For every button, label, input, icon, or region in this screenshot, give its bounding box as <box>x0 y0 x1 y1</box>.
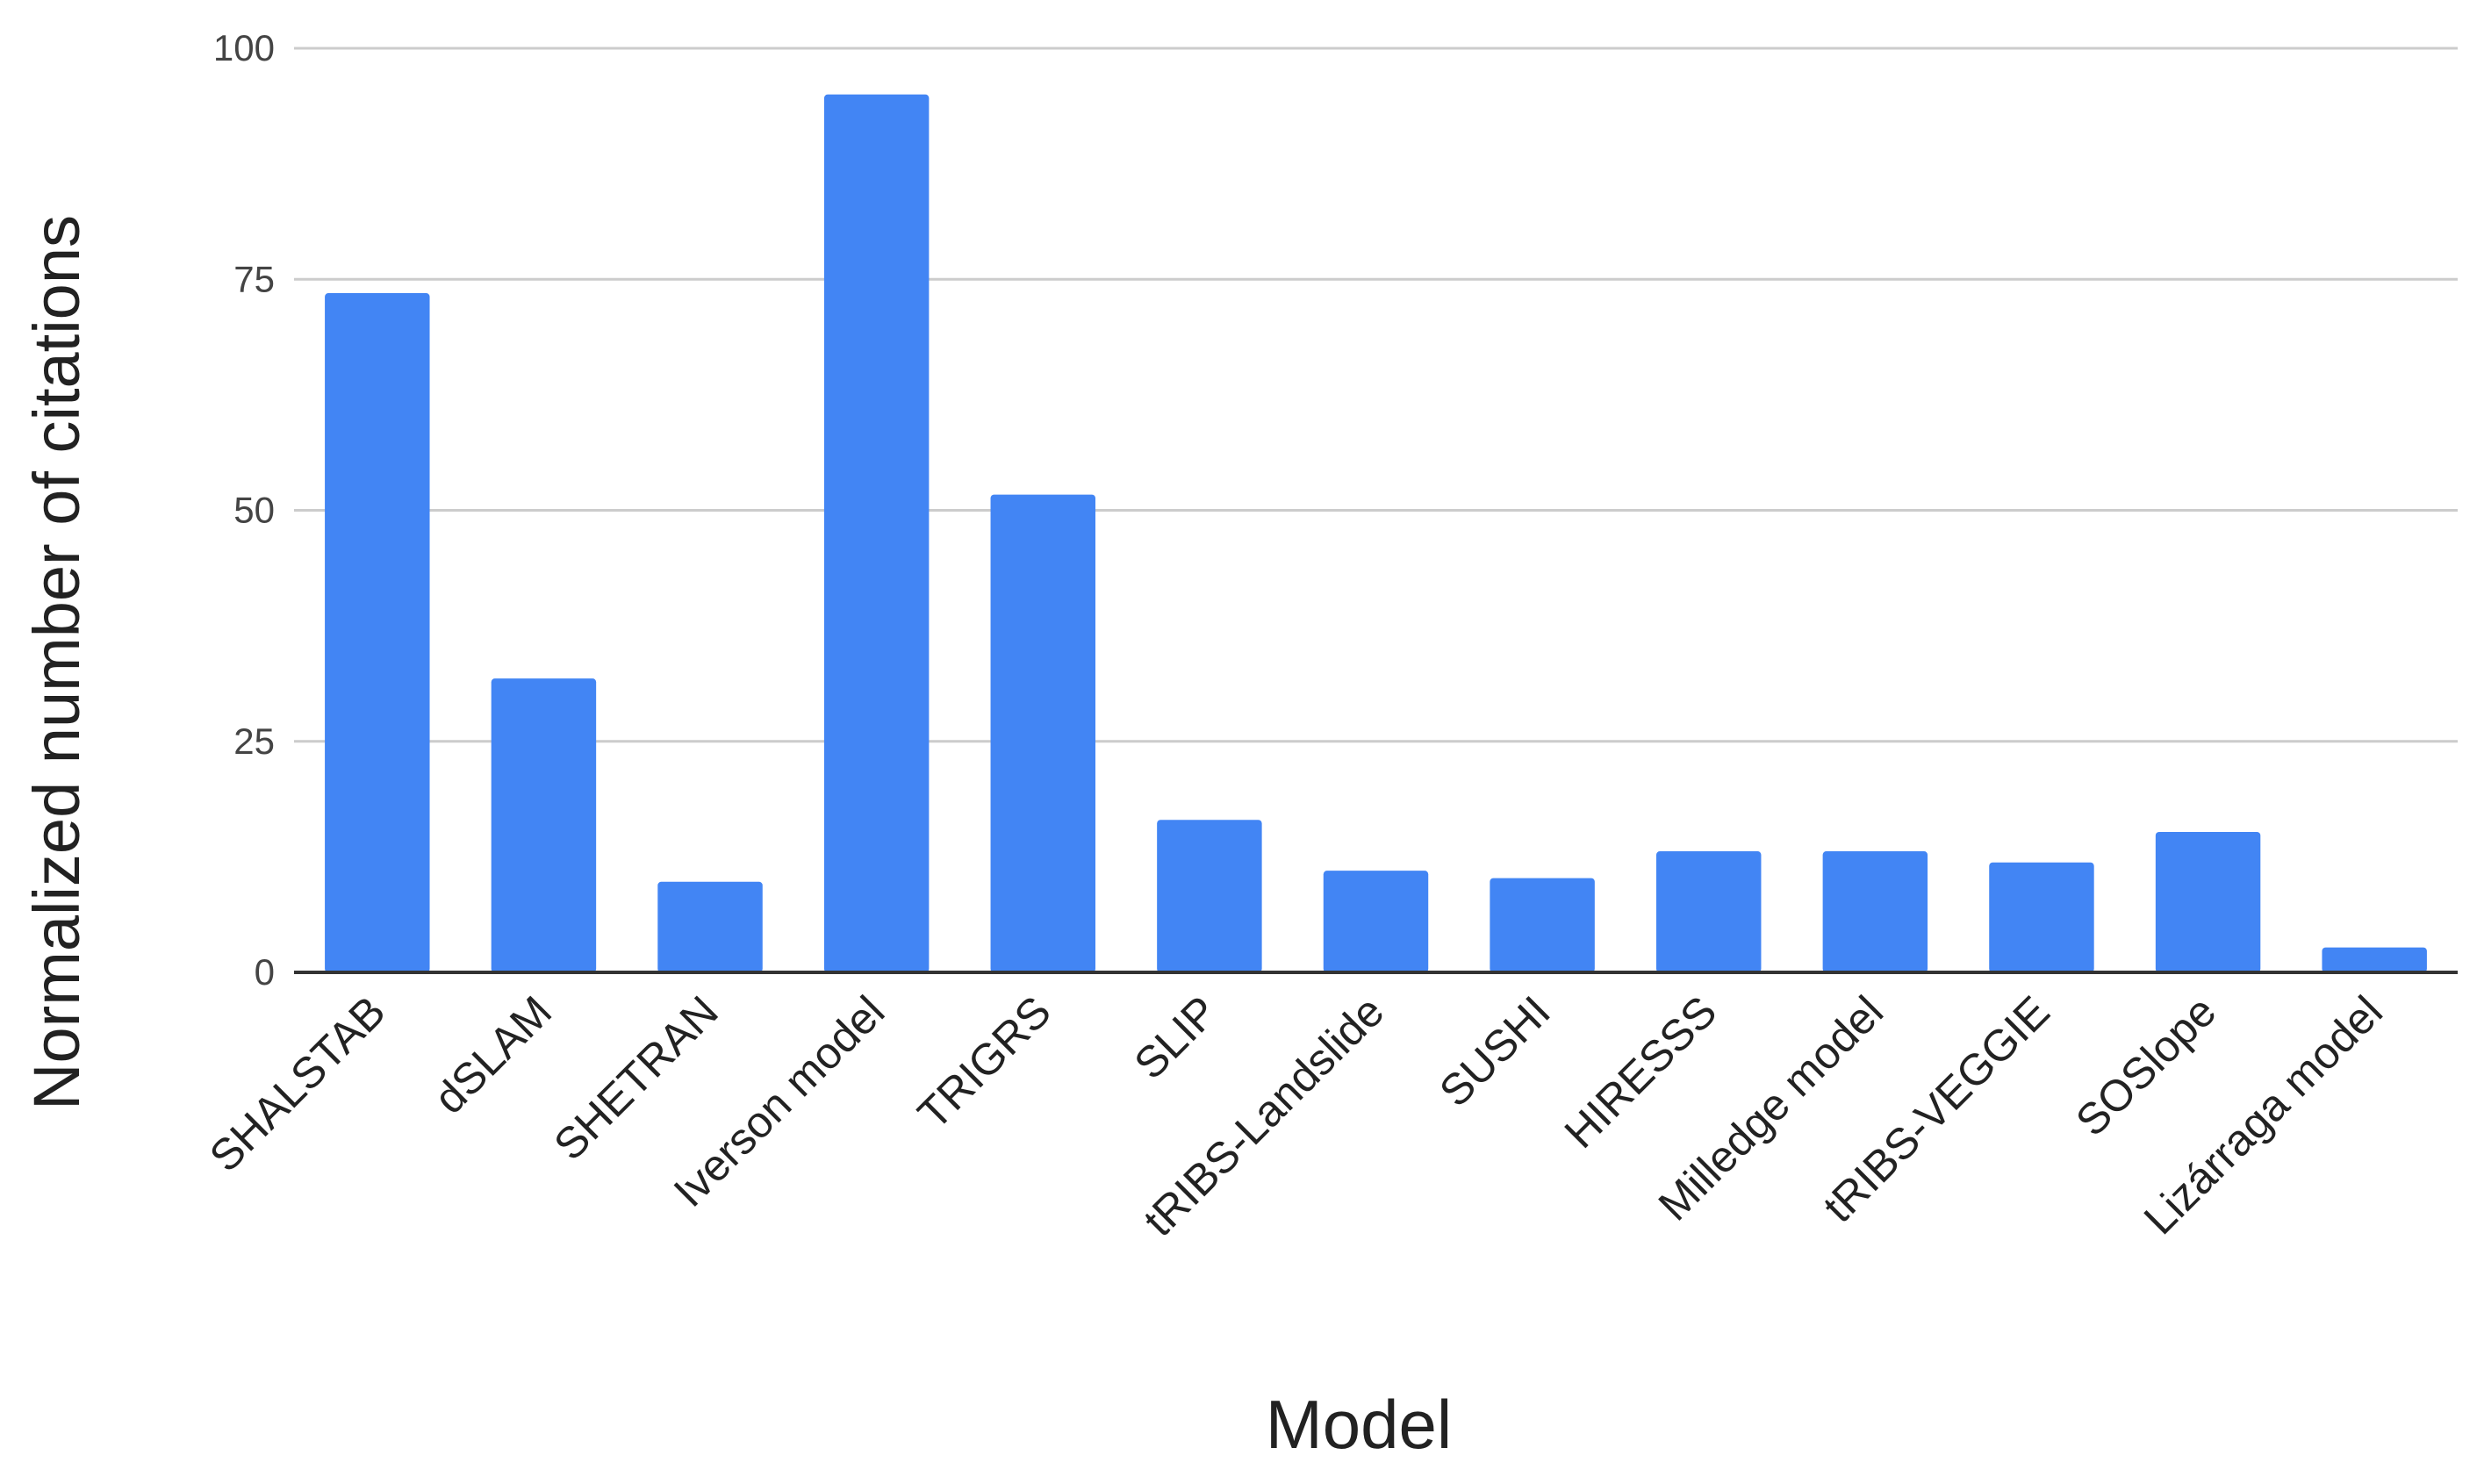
gridlines <box>294 47 2458 743</box>
bar <box>1822 851 1928 972</box>
y-axis-title: Normalized number of citations <box>20 215 93 1110</box>
bar <box>1323 871 1429 972</box>
bar <box>325 293 430 972</box>
bar <box>1656 851 1762 972</box>
x-tick-label: TRIGRS <box>908 986 1060 1138</box>
bar <box>823 94 930 972</box>
x-tick-label: SUSHI <box>1430 986 1560 1116</box>
y-tick-label: 75 <box>233 258 275 299</box>
x-tick-label: dSLAM <box>425 986 562 1123</box>
y-tick-label: 100 <box>213 27 275 68</box>
y-tick-labels: 0 25 50 75 100 <box>213 27 275 993</box>
bar <box>2322 947 2427 972</box>
bar <box>1989 862 2094 972</box>
x-tick-label: SOSlope <box>2066 986 2225 1145</box>
bar <box>2155 831 2261 972</box>
x-tick-label: HIRESSS <box>1555 986 1727 1158</box>
bar <box>1490 878 1595 972</box>
x-tick-label: SLIP <box>1124 986 1226 1088</box>
bars <box>325 94 2427 972</box>
y-tick-label: 0 <box>255 951 275 993</box>
y-tick-label: 50 <box>233 490 275 531</box>
y-tick-label: 25 <box>233 720 275 762</box>
x-axis-title: Model <box>1266 1386 1452 1463</box>
bar <box>491 678 597 972</box>
x-tick-label: SHALSTAB <box>200 986 395 1181</box>
bar <box>657 881 763 972</box>
x-tick-label: SHETRAN <box>544 986 728 1170</box>
bar <box>990 494 1095 972</box>
bar <box>1157 820 1262 972</box>
